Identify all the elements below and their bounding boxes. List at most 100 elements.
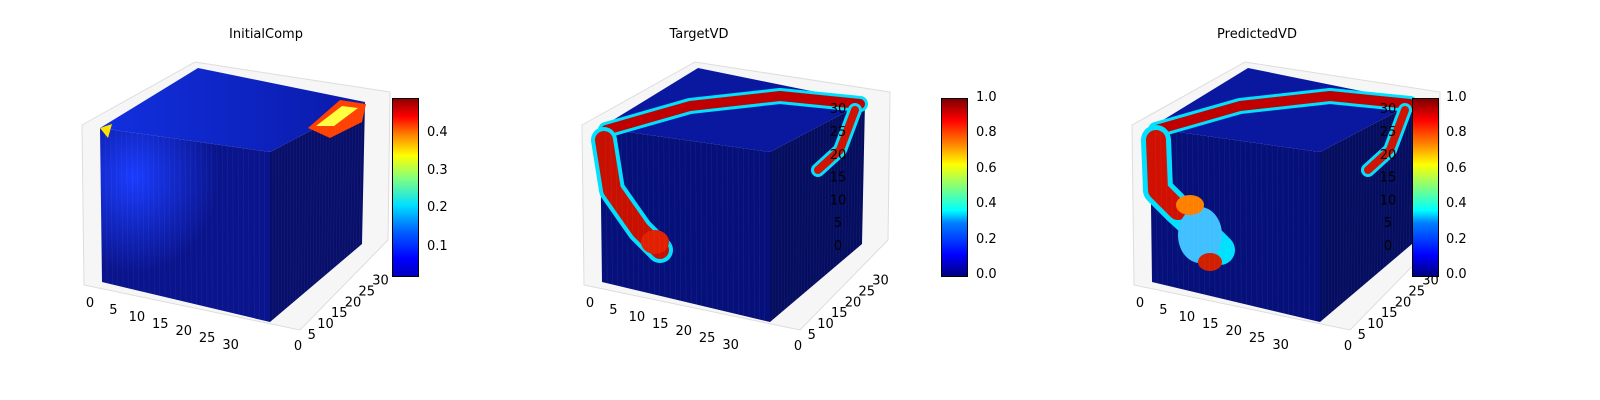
z-tick-label: 5: [1384, 216, 1392, 231]
y-tick-label: 15: [831, 306, 848, 321]
x-tick-label: 30: [222, 338, 239, 353]
panel-initialcomp: InitialComp 0 5 10 15 20 25 30 0 5 10 15 20 25 30 0.1…: [0, 0, 520, 400]
colorbar-tick-label: 0.1: [427, 238, 448, 254]
tube-core: [1146, 130, 1188, 220]
cube-front-face: [100, 128, 270, 322]
x-tick-label: 0: [86, 296, 94, 311]
voxel-grid: [604, 103, 863, 321]
y-tick-label: 30: [872, 273, 889, 288]
colorbar: [941, 98, 968, 277]
colorbar-tick-label: 0.0: [1446, 267, 1467, 282]
y-tick-label: 20: [345, 295, 362, 310]
chart-title: TargetVD: [669, 27, 729, 42]
y-tick-label: 0: [1344, 339, 1352, 354]
tube-core: [1151, 91, 1415, 135]
colorbar-tick-label: 0.4: [1446, 196, 1467, 212]
z-tick-label: 20: [1380, 148, 1397, 163]
y-tick-label: 5: [808, 328, 816, 343]
y-tick-label: 20: [1395, 295, 1412, 310]
x-tick-label: 5: [1159, 303, 1167, 318]
colorbar-tick-label: 0.4: [427, 125, 448, 141]
cube-top-face: [100, 68, 365, 152]
y-tick-label: 0: [294, 339, 302, 354]
blob: [1176, 195, 1204, 215]
x-tick-label: 30: [722, 338, 739, 353]
x-tick-label: 0: [586, 296, 594, 311]
hotspot: [316, 106, 358, 126]
colorbar-tick-label: 0.6: [976, 160, 997, 176]
x-tick-label: 15: [152, 317, 169, 332]
cube-top-face: [1150, 68, 1415, 152]
z-tick-label: 0: [834, 239, 842, 254]
blob: [641, 230, 669, 254]
z-tick-label: 25: [830, 125, 847, 140]
y-tick-label: 0: [794, 339, 802, 354]
voxel-grid: [1154, 103, 1413, 321]
colorbar: [1412, 98, 1439, 277]
y-tick-label: 5: [308, 328, 316, 343]
x-tick-label: 25: [699, 331, 716, 346]
x-tick-label: 25: [1249, 331, 1266, 346]
colorbar-tick-label: 0.2: [1446, 231, 1467, 247]
y-tick-label: 5: [1358, 328, 1366, 343]
x-tick-label: 10: [629, 310, 646, 325]
x-tick-label: 10: [129, 310, 146, 325]
x-tick-label: 15: [652, 317, 669, 332]
z-tick-label: 10: [830, 193, 847, 208]
panel-targetvd: TargetVD 0 5 10 15 20 25 30 0 5 10 15 20 25 30 0 5 10 15 2…: [500, 0, 1020, 400]
y-tick-label: 10: [317, 317, 334, 332]
y-tick-label: 25: [1408, 284, 1425, 299]
voxel-grid: [104, 103, 363, 321]
z-tick-label: 15: [1380, 171, 1397, 186]
colorbar-tick-label: 0.6: [1446, 160, 1467, 176]
chart-title: PredictedVD: [1217, 27, 1297, 42]
y-tick-label: 10: [1367, 317, 1384, 332]
x-tick-label: 25: [199, 331, 216, 346]
z-tick-label: 5: [834, 216, 842, 231]
tube-core: [814, 106, 859, 174]
chart-title: InitialComp: [229, 27, 303, 42]
z-tick-label: 25: [1380, 125, 1397, 140]
x-tick-label: 20: [175, 324, 192, 339]
hotspot: [100, 124, 112, 138]
x-tick-label: 20: [1225, 324, 1242, 339]
y-tick-label: 30: [372, 273, 389, 288]
y-tick-label: 15: [331, 306, 348, 321]
tube-core: [601, 91, 865, 135]
cube-side-face: [270, 102, 365, 322]
z-tick-label: 15: [830, 171, 847, 186]
z-tick-label: 10: [1380, 193, 1397, 208]
blob: [1178, 207, 1222, 263]
colorbar-tick-label: 1.0: [1446, 90, 1467, 105]
y-tick-label: 15: [1381, 306, 1398, 321]
colorbar-tick-label: 0.2: [427, 199, 448, 215]
y-tick-label: 20: [845, 295, 862, 310]
x-tick-label: 0: [1136, 296, 1144, 311]
colorbar-tick-label: 1.0: [976, 90, 997, 105]
cube-front-face: [1150, 128, 1320, 322]
x-tick-label: 15: [1202, 317, 1219, 332]
y-tick-label: 25: [358, 284, 375, 299]
colorbar-tick-label: 0.8: [1446, 125, 1467, 141]
z-tick-label: 30: [1380, 102, 1397, 117]
y-tick-label: 10: [817, 317, 834, 332]
z-tick-label: 0: [1384, 239, 1392, 254]
colorbar-tick-label: 0.2: [976, 231, 997, 247]
colorbar-tick-label: 0.8: [976, 125, 997, 141]
colorbar-tick-label: 0.4: [976, 196, 997, 212]
x-tick-label: 20: [675, 324, 692, 339]
z-tick-label: 20: [830, 148, 847, 163]
cube-top-face: [600, 68, 865, 152]
x-tick-label: 30: [1272, 338, 1289, 353]
colorbar-tick-label: 0.0: [976, 267, 997, 282]
cube-front-face: [600, 128, 770, 322]
tube-core: [1364, 106, 1409, 174]
blob: [1198, 253, 1222, 271]
z-tick-label: 30: [830, 102, 847, 117]
y-tick-label: 25: [858, 284, 875, 299]
y-tick-label: 30: [1422, 273, 1439, 288]
panel-predictedvd: PredictedVD 0 5 10 15 20 25 30 0 5 10 15 20 25 30 0 5 10…: [1050, 0, 1570, 400]
